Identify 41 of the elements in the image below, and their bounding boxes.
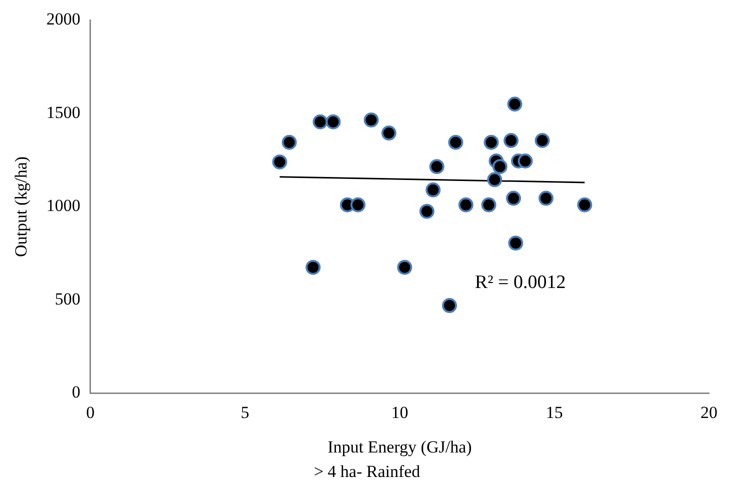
- point: [506, 190, 522, 206]
- x-tick-label: 15: [546, 402, 563, 422]
- point: [442, 298, 457, 314]
- point: [504, 132, 519, 148]
- point: [419, 204, 434, 219]
- point: [507, 96, 522, 112]
- y-tick-label: 1000: [46, 196, 80, 216]
- point: [534, 132, 550, 148]
- point: [508, 236, 524, 251]
- point: [492, 159, 508, 174]
- y-tick-label: 500: [54, 289, 80, 308]
- text: > 4 ha- Rainfed: [312, 462, 422, 482]
- x-tick-label: 0: [86, 402, 95, 422]
- point: [481, 197, 496, 212]
- point: [458, 197, 474, 212]
- point: [538, 190, 554, 206]
- point: [577, 197, 592, 212]
- point: [364, 112, 379, 128]
- point: [282, 134, 297, 150]
- x-axis-title: Input Energy (GJ/ha): [328, 437, 472, 456]
- point: [448, 134, 464, 150]
- point: [484, 134, 499, 150]
- point: [487, 172, 502, 188]
- point: [312, 114, 328, 130]
- point: [518, 154, 533, 169]
- x-tick-label: 20: [700, 402, 718, 422]
- annotation: R² = 0.0012: [474, 272, 566, 294]
- point: [429, 159, 444, 174]
- point: [326, 114, 341, 130]
- y-tick-label: 0: [72, 382, 80, 402]
- y-tick-label: 2000: [46, 10, 80, 29]
- x-tick-label: 10: [391, 402, 408, 422]
- point: [306, 260, 321, 275]
- x-tick-label: 5: [240, 402, 250, 422]
- y-tick-label: 1500: [46, 102, 80, 122]
- y-axis-title: Output (kg/ha): [12, 156, 31, 257]
- point: [381, 126, 396, 141]
- point: [426, 182, 441, 198]
- point: [397, 260, 412, 275]
- point: [350, 197, 366, 212]
- point: [272, 154, 288, 170]
